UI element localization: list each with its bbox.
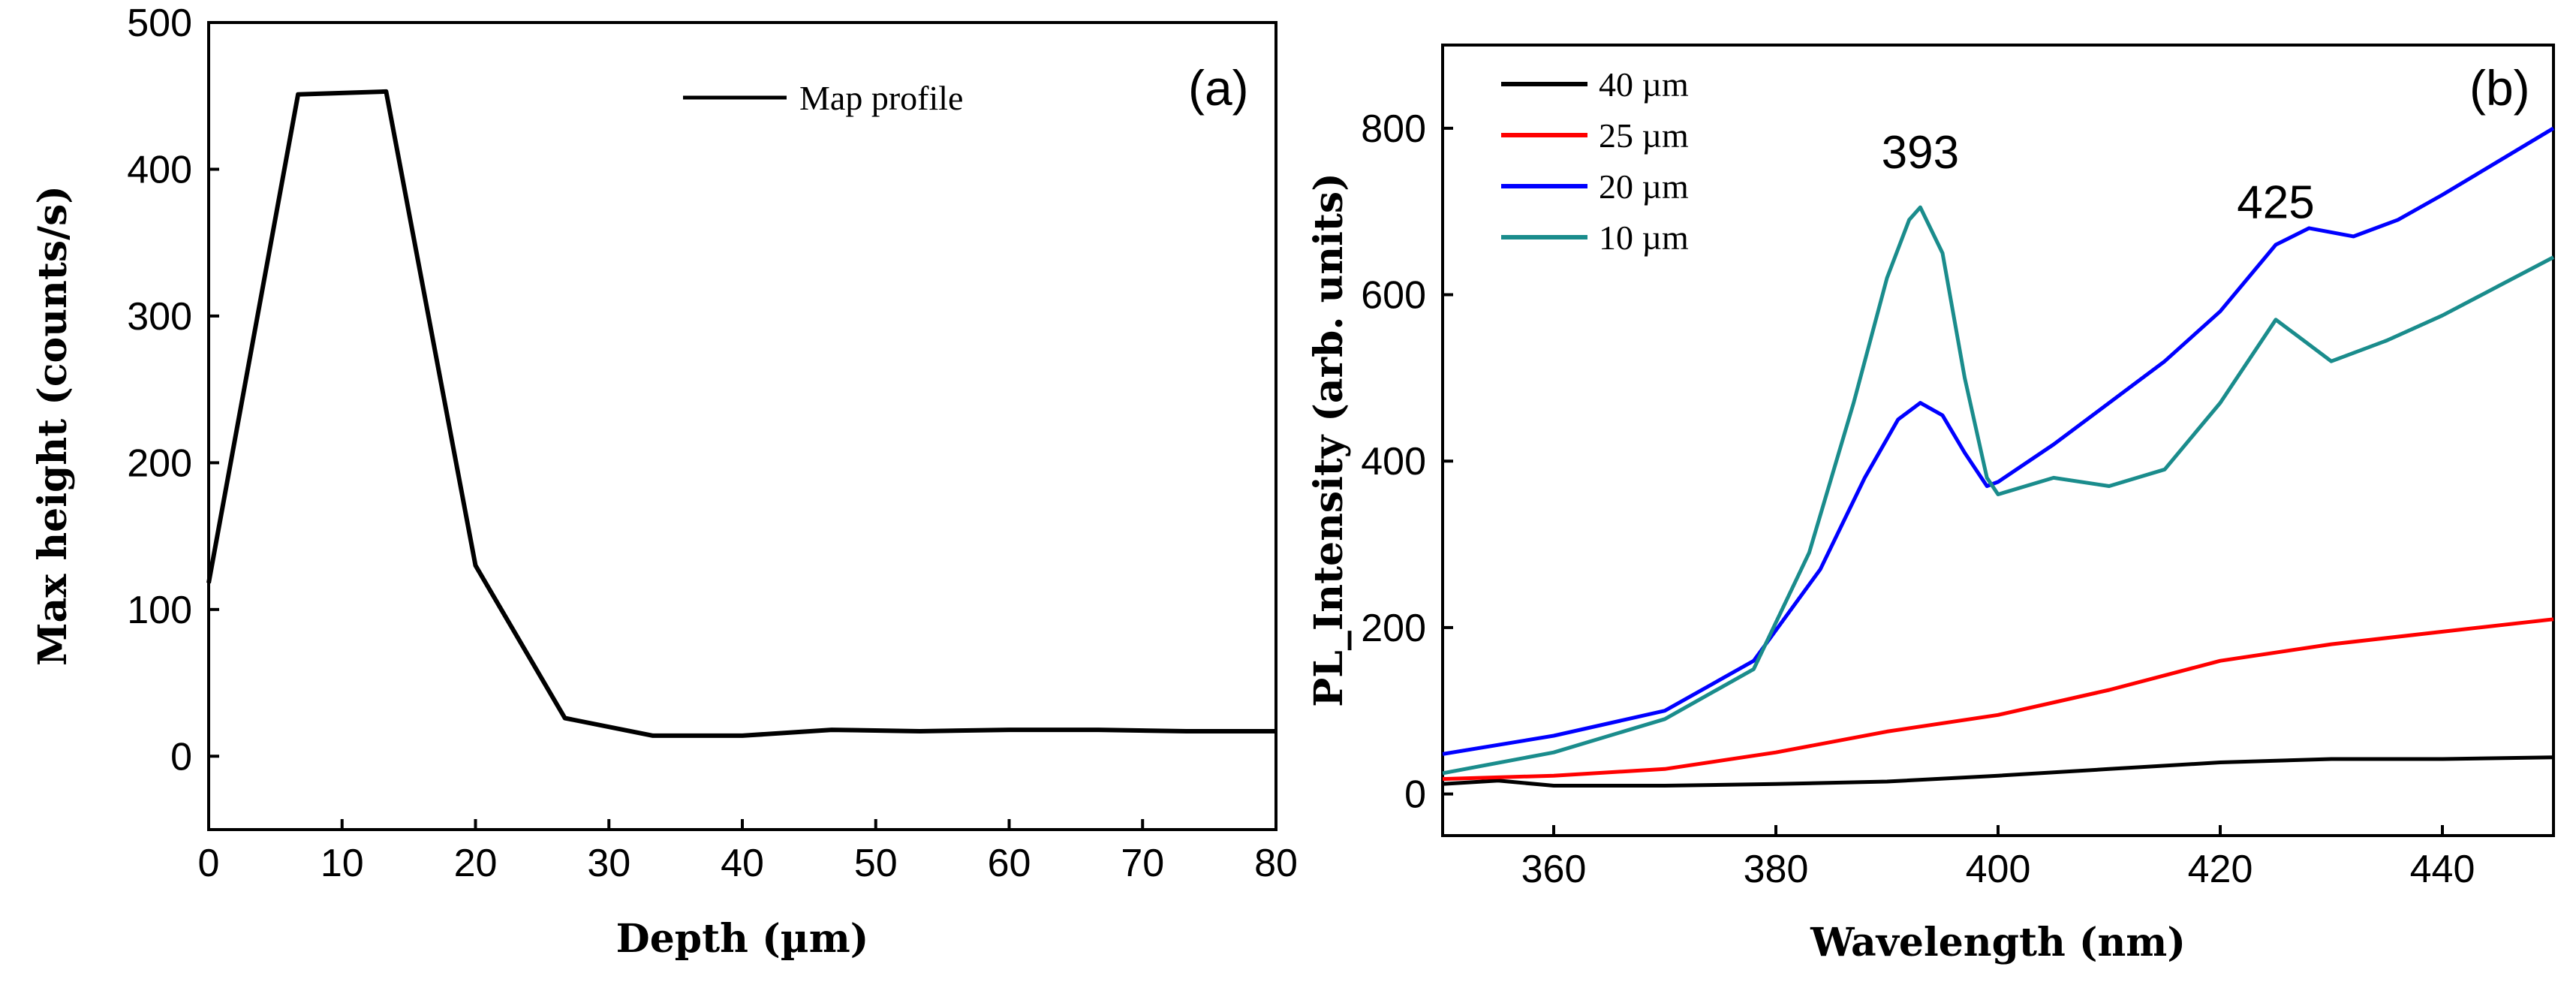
panel-a-y-tick-label: 300 bbox=[127, 295, 192, 339]
panel-b-legend-label: 25 µm bbox=[1599, 116, 1689, 155]
panel-a-y-tick-label: 400 bbox=[127, 148, 192, 191]
panel-a-y-tick-label: 0 bbox=[170, 735, 192, 779]
panel-b: 360 380 400 420 440 0 200 400 600 800 40 µm 25 µm… bbox=[1306, 44, 2555, 965]
panel-b-y-tick-label: 200 bbox=[1361, 607, 1426, 650]
panel-b-legend-label: 20 µm bbox=[1599, 167, 1689, 206]
panel-b-y-ticks: 0 200 400 600 800 bbox=[1361, 107, 1453, 817]
panel-b-peak-label: 425 bbox=[2237, 177, 2314, 229]
panel-b-y-tick-label: 800 bbox=[1361, 107, 1426, 151]
panel-b-legend: 40 µm 25 µm 20 µm 10 µm bbox=[1501, 65, 1689, 257]
panel-a-x-tick-label: 40 bbox=[721, 842, 764, 885]
panel-a-y-tick-label: 100 bbox=[127, 589, 192, 632]
panel-b-series-3 bbox=[1442, 205, 2555, 776]
panel-b-x-tick-label: 360 bbox=[1521, 848, 1587, 891]
panel-b-y-tick-label: 400 bbox=[1361, 440, 1426, 483]
panel-b-series-0 bbox=[1442, 755, 2554, 788]
panel-a-y-ticks: 0 100 200 300 400 500 bbox=[127, 2, 219, 779]
panel-b-annotations: 393 425 bbox=[1882, 127, 2315, 229]
panel-a-series-0 bbox=[206, 89, 1276, 738]
panel-b-y-tick-label: 600 bbox=[1361, 274, 1426, 318]
panel-a-x-tick-label: 80 bbox=[1254, 842, 1298, 885]
panel-a-x-tick-label: 60 bbox=[988, 842, 1031, 885]
panel-b-series-2 bbox=[1442, 126, 2555, 756]
panel-a-label: (a) bbox=[1188, 60, 1249, 116]
panel-a-x-tick-label: 10 bbox=[320, 842, 364, 885]
panel-a-x-ticks: 0 10 20 30 40 50 60 70 80 bbox=[198, 819, 1298, 885]
panel-b-peak-label: 393 bbox=[1882, 127, 1959, 179]
panel-a-y-tick-label: 200 bbox=[127, 441, 192, 485]
panel-a-series bbox=[206, 89, 1276, 738]
panel-b-legend-label: 10 µm bbox=[1599, 218, 1689, 257]
panel-a-x-tick-label: 0 bbox=[198, 842, 220, 885]
panel-b-x-tick-label: 400 bbox=[1966, 848, 2031, 891]
panel-a-x-tick-label: 20 bbox=[454, 842, 498, 885]
panel-b-plot-frame bbox=[1441, 44, 2555, 837]
panel-a-y-tick-label: 500 bbox=[127, 2, 192, 45]
panel-a: 0 10 20 30 40 50 60 70 80 0 100 200 300 400 500 Depth… bbox=[30, 2, 1298, 962]
panel-a-x-tick-label: 30 bbox=[587, 842, 630, 885]
panel-b-series-1 bbox=[1442, 617, 2554, 782]
panel-b-x-tick-label: 380 bbox=[1744, 848, 1809, 891]
panel-b-x-axis-title: Wavelength (nm) bbox=[1810, 920, 2186, 965]
panel-a-y-axis-title: Max height (counts/s) bbox=[30, 185, 76, 666]
panel-b-y-tick-label: 0 bbox=[1404, 773, 1426, 817]
panel-b-x-tick-label: 440 bbox=[2410, 848, 2475, 891]
panel-b-legend-label: 40 µm bbox=[1599, 65, 1689, 104]
panel-b-label: (b) bbox=[2469, 60, 2530, 116]
panel-b-x-tick-label: 420 bbox=[2188, 848, 2253, 891]
panel-a-x-tick-label: 70 bbox=[1121, 842, 1164, 885]
panel-a-x-axis-title: Depth (µm) bbox=[616, 916, 869, 962]
panel-a-x-tick-label: 50 bbox=[854, 842, 898, 885]
panel-b-x-ticks: 360 380 400 420 440 bbox=[1521, 825, 2475, 891]
panel-a-plot-frame bbox=[207, 21, 1277, 831]
panel-a-legend-label: Map profile bbox=[799, 79, 963, 117]
panel-b-series bbox=[1442, 126, 2555, 788]
panel-b-y-axis-title: PL_Intensity (arb. units) bbox=[1306, 173, 1352, 707]
